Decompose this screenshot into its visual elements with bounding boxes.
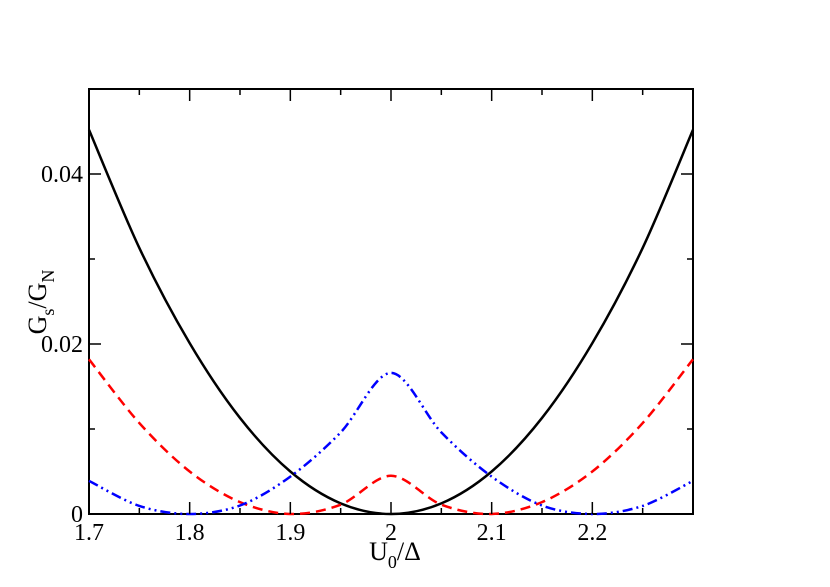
ticks-layer [88,89,693,515]
tick-labels-layer: 1.7 1.8 1.9 2 2.1 2.2 0 0.02 0.04 [41,162,607,546]
x-axis-label-sub: 0 [388,552,397,572]
y-axis-label-mid: /G [23,283,52,309]
x-axis-label: U0/Δ [369,537,421,572]
y-axis-label: Gs/GN [23,270,58,335]
x-tick-label-2: 1.9 [275,520,305,546]
plot-frame [88,88,694,515]
x-tick-label-1: 1.8 [175,520,205,546]
y-tick-label-0: 0 [71,502,83,528]
x-tick-label-5: 2.2 [577,520,607,546]
series-line-0 [87,129,695,516]
x-tick-label-4: 2.1 [477,520,507,546]
series-layer [87,129,695,516]
x-axis-label-main: U [369,537,388,566]
y-tick-label-1: 0.02 [41,332,83,358]
y-axis-label-sub1: s [38,309,58,316]
x-tick-label-0: 1.7 [74,520,104,546]
series-line-2 [88,371,694,516]
y-axis-label-sub2: N [38,270,58,283]
series-line-1 [88,358,694,516]
x-axis-label-suffix: /Δ [397,537,421,566]
y-axis-label-main: G [23,316,52,335]
y-tick-label-2: 0.04 [41,162,83,188]
x-tick-label-3: 2 [385,520,397,546]
